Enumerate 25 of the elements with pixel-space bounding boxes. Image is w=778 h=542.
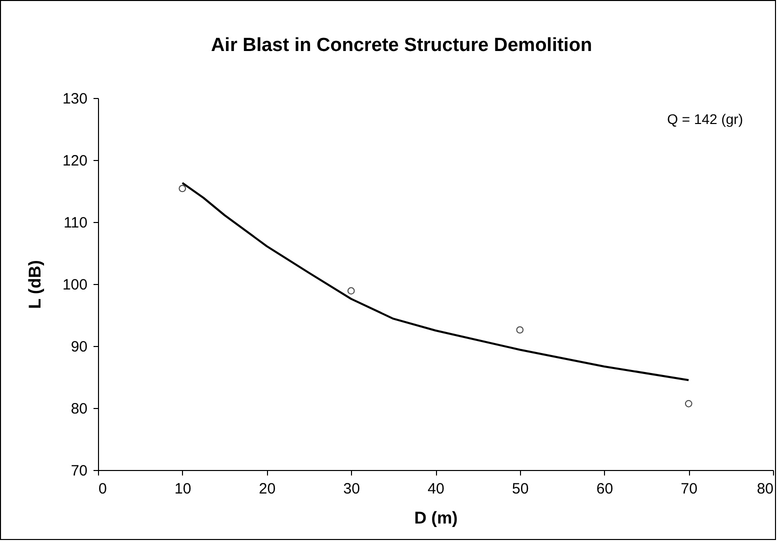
y-axis-title: L (dB)	[25, 260, 44, 309]
y-tick-label: 70	[70, 462, 88, 480]
y-tick-label: 80	[70, 400, 88, 418]
line-series	[181, 182, 690, 382]
x-tick-label: 40	[428, 480, 444, 498]
y-tick-label: 90	[70, 338, 88, 356]
x-tick-label: 50	[512, 480, 529, 498]
y-tick-label: 120	[62, 152, 88, 170]
x-tick-label: 20	[258, 480, 276, 498]
x-tick-label: 70	[680, 480, 698, 498]
x-tick-label: 60	[596, 480, 614, 498]
y-tick-label: 130	[62, 90, 88, 108]
point	[516, 326, 524, 334]
point	[347, 287, 355, 294]
annotation: Q = 142 (gr)	[667, 111, 743, 127]
point	[684, 400, 692, 408]
x-tick-label: 10	[174, 480, 192, 498]
x-tick-label: 80	[756, 480, 774, 498]
y-tick-label: 110	[64, 214, 88, 232]
x-axis-title: D (m)	[414, 508, 458, 528]
point	[178, 184, 186, 192]
y-tick-label: 100	[62, 276, 88, 294]
x-tick-label: 0	[98, 480, 107, 498]
x-tick-label: 30	[343, 480, 360, 498]
chart-title: Air Blast in Concrete Structure Demolition	[210, 35, 592, 56]
